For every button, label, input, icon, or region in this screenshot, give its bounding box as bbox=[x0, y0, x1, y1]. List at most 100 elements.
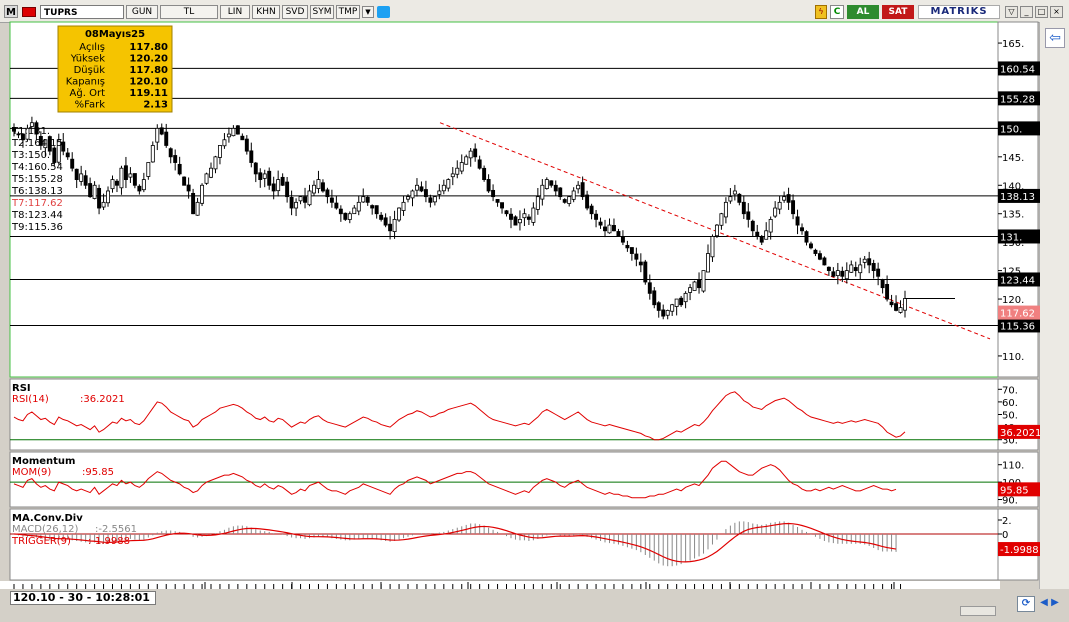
candle-body bbox=[594, 213, 599, 220]
candle-body bbox=[764, 230, 769, 240]
macd-badge bbox=[998, 542, 1040, 557]
candle-body bbox=[168, 148, 173, 158]
macd-last-value: :-2.5561 bbox=[95, 524, 137, 535]
price-level-badge bbox=[998, 318, 1040, 333]
candle-body bbox=[692, 281, 697, 291]
svd-button[interactable]: SVD bbox=[282, 5, 308, 19]
candle-body bbox=[320, 182, 325, 192]
back-arrow-icon[interactable]: ⇦ bbox=[1045, 28, 1065, 48]
close-icon[interactable]: × bbox=[1050, 6, 1063, 18]
candle-body bbox=[607, 224, 612, 234]
candle-body bbox=[723, 201, 728, 218]
refresh-c-icon[interactable]: C bbox=[830, 5, 844, 19]
candle-body bbox=[361, 196, 366, 203]
minimize-icon[interactable]: _ bbox=[1020, 6, 1033, 18]
lightning-icon[interactable]: ϟ bbox=[815, 5, 827, 19]
candle-body bbox=[535, 196, 540, 210]
symbol-input[interactable]: TUPRS bbox=[40, 5, 124, 19]
status-readout: 120.10 - 30 - 10:28:01 bbox=[10, 591, 156, 605]
target-label: T3:150. bbox=[11, 150, 50, 161]
dropdown-icon[interactable]: ▽ bbox=[1005, 6, 1018, 18]
candle-body bbox=[419, 186, 424, 192]
lin-button[interactable]: LIN bbox=[220, 5, 250, 19]
candle-body bbox=[464, 156, 469, 165]
candle-body bbox=[822, 257, 827, 266]
price-level-label: 138.13 bbox=[1000, 192, 1035, 203]
candle-body bbox=[674, 298, 679, 307]
candle-body bbox=[603, 226, 607, 232]
tooltip-value: 117.80 bbox=[129, 42, 168, 53]
candle-body bbox=[406, 196, 410, 200]
candle-body bbox=[204, 173, 209, 184]
sell-button[interactable]: SAT bbox=[882, 5, 914, 19]
period-button[interactable]: GUN bbox=[126, 5, 158, 19]
price-level-badge bbox=[998, 188, 1040, 203]
candle-body bbox=[231, 127, 236, 137]
price-level-badge bbox=[998, 272, 1040, 287]
sym-button[interactable]: SYM bbox=[310, 5, 334, 19]
candle-body bbox=[150, 145, 155, 163]
candle-body bbox=[562, 199, 567, 203]
candle-body bbox=[491, 189, 496, 198]
candle-body bbox=[307, 190, 312, 206]
candle-body bbox=[755, 231, 760, 237]
khn-button[interactable]: KHN bbox=[252, 5, 280, 19]
buy-button[interactable]: AL bbox=[847, 5, 879, 19]
candle-body bbox=[226, 133, 231, 138]
candle-body bbox=[414, 184, 419, 191]
chart-area[interactable]: 110.115.120.125.130.135.140.145.150.155.… bbox=[0, 0, 1040, 600]
target-label: T1:131. bbox=[11, 126, 50, 137]
candle-body bbox=[92, 184, 97, 199]
candle-body bbox=[249, 150, 254, 163]
candle-body bbox=[244, 138, 249, 152]
candle-body bbox=[643, 261, 648, 283]
mom-badge-label: 95.85 bbox=[1000, 485, 1029, 496]
candle-body bbox=[500, 202, 505, 209]
twitter-icon[interactable] bbox=[377, 6, 390, 18]
rsi-tick-label: 60. bbox=[1002, 398, 1018, 409]
candle-body bbox=[97, 187, 102, 209]
candle-body bbox=[262, 173, 267, 179]
horizontal-scrollbar[interactable] bbox=[960, 606, 996, 616]
candle-body bbox=[656, 302, 661, 311]
candle-body bbox=[880, 279, 885, 289]
tooltip-label: Ağ. Ort bbox=[70, 87, 106, 99]
candle-body bbox=[616, 231, 621, 237]
candle-body bbox=[567, 196, 572, 204]
candle-body bbox=[316, 179, 321, 189]
candle-body bbox=[267, 170, 272, 186]
candle-body bbox=[280, 176, 285, 186]
candle-body bbox=[804, 231, 809, 243]
candle-body bbox=[625, 244, 630, 249]
candle-body bbox=[750, 220, 755, 232]
dropdown-arrow-icon[interactable]: ▼ bbox=[362, 6, 374, 18]
candle-body bbox=[56, 139, 61, 163]
candle-body bbox=[428, 197, 433, 203]
target-label: T9:115.36 bbox=[11, 222, 63, 233]
tmp-button[interactable]: TMP bbox=[336, 5, 360, 19]
time-axis-strip bbox=[0, 581, 1000, 589]
price-level-badge bbox=[998, 91, 1040, 106]
candle-body bbox=[786, 194, 791, 203]
price-level-label: 155.28 bbox=[1000, 94, 1035, 105]
scroll-left-icon[interactable]: ◀ bbox=[1040, 597, 1048, 608]
price-tick-label: 120. bbox=[1002, 295, 1024, 306]
price-tick-label: 165. bbox=[1002, 39, 1024, 50]
candle-body bbox=[70, 158, 75, 169]
candle-body bbox=[495, 199, 500, 203]
price-level-badge bbox=[998, 229, 1040, 244]
refresh-icon[interactable]: ⟳ bbox=[1017, 596, 1035, 612]
scroll-right-icon[interactable]: ▶ bbox=[1051, 597, 1059, 608]
candle-body bbox=[298, 196, 303, 202]
currency-button[interactable]: TL bbox=[160, 5, 218, 19]
restore-icon[interactable]: □ bbox=[1035, 6, 1048, 18]
candle-body bbox=[276, 179, 281, 192]
candle-body bbox=[741, 201, 746, 215]
m-button[interactable]: M bbox=[4, 5, 18, 18]
candle-body bbox=[437, 190, 442, 195]
target-label: T7:117.62 bbox=[11, 198, 63, 209]
tooltip-label: Kapanış bbox=[66, 77, 105, 88]
candle-body bbox=[137, 185, 142, 192]
candle-body bbox=[177, 163, 182, 175]
candle-body bbox=[459, 162, 464, 172]
